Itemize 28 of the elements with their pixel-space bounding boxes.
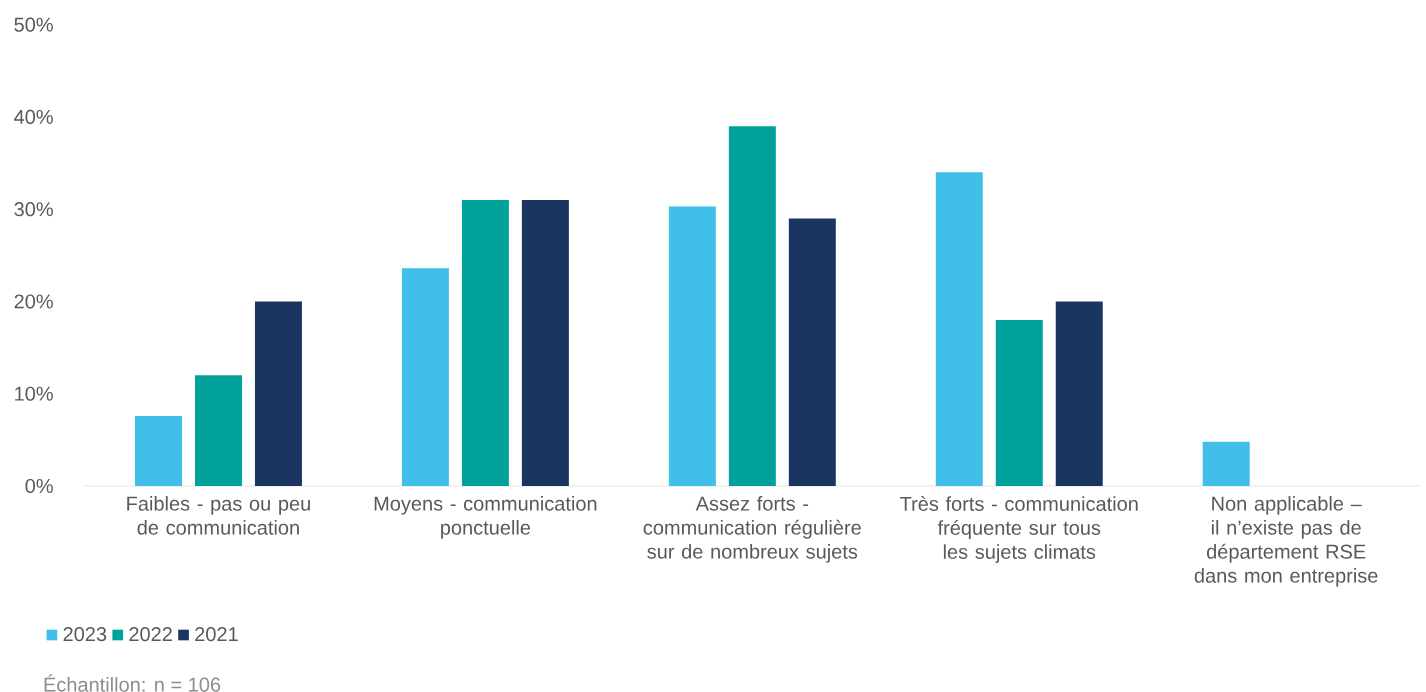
x-tick-label: Non applicable – il n’existe pas de département RSE dans mon entreprise (1194, 496, 1378, 587)
bar (461, 199, 509, 486)
bar (401, 268, 449, 486)
x-tick-label: Faibles - pas ou peu de communication (127, 496, 310, 535)
bar (995, 319, 1043, 486)
x-tick-label: Moyens - communication ponctuelle (374, 496, 597, 539)
bar (135, 415, 182, 486)
x-tick-label: Très forts - communication fréquente sur tous les sujets climats (900, 496, 1138, 563)
bar (254, 301, 302, 486)
y-tick-label: 50% (14, 17, 53, 32)
y-tick-label: 10% (15, 386, 53, 401)
bar (935, 172, 983, 486)
legend-label: 2021 (195, 627, 238, 642)
x-tick-label: Assez forts - communication régulière sur de nombreux sujets (643, 496, 861, 563)
legend-label: 2023 (63, 627, 107, 642)
bar (521, 199, 569, 486)
bar (1055, 301, 1103, 486)
legend-label: 2022 (129, 627, 172, 642)
y-tick-label: 30% (14, 202, 53, 217)
bar (668, 206, 716, 486)
bar (788, 218, 836, 486)
text: Échantillon: n = 106 (44, 674, 221, 692)
y-tick-label: 0% (25, 478, 53, 494)
bar (194, 375, 242, 486)
y-tick-label: 20% (14, 294, 53, 309)
y-tick-label: 40% (14, 109, 53, 125)
bar (1202, 441, 1250, 486)
bar (728, 126, 776, 486)
